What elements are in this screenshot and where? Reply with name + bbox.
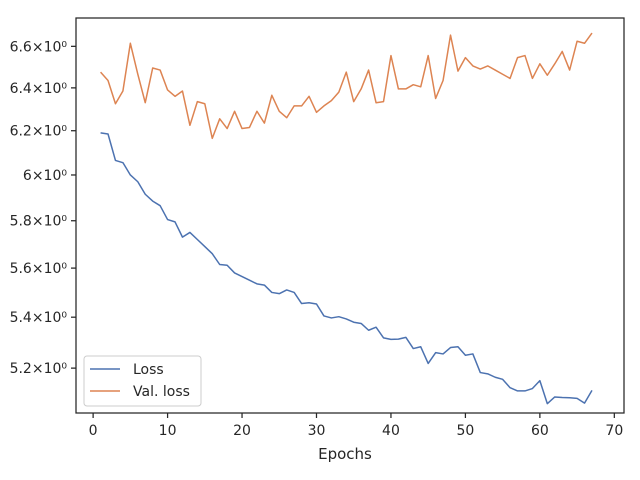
y-tick-label: 6×10⁰ <box>23 168 67 184</box>
x-tick-label: 70 <box>605 423 623 439</box>
y-axis: 5.2×10⁰ 5.4×10⁰ 5.6×10⁰ 5.8×10⁰ 6×10⁰ 6.2×10⁰… <box>10 39 76 377</box>
y-tick-label: 5.2×10⁰ <box>10 361 68 377</box>
x-axis-label: Epochs <box>318 445 372 463</box>
x-tick-label: 0 <box>89 423 98 439</box>
y-tick-label: 5.4×10⁰ <box>10 310 68 326</box>
series-line-loss <box>100 132 593 405</box>
x-tick-label: 40 <box>382 423 400 439</box>
series-line-val-loss <box>100 32 593 140</box>
x-tick-label: 50 <box>456 423 474 439</box>
legend: Loss Val. loss <box>83 355 202 407</box>
y-tick-label: 5.8×10⁰ <box>10 214 68 230</box>
legend-label-loss: Loss <box>133 362 164 378</box>
series-lines <box>100 32 593 405</box>
x-tick-label: 10 <box>159 423 177 439</box>
x-tick-label: 20 <box>233 423 251 439</box>
y-tick-label: 6.6×10⁰ <box>10 39 68 55</box>
y-tick-label: 6.4×10⁰ <box>10 81 68 97</box>
plot-area <box>75 17 625 414</box>
x-tick-label: 60 <box>531 423 549 439</box>
y-tick-label: 6.2×10⁰ <box>10 124 68 140</box>
legend-label-val-loss: Val. loss <box>133 384 190 400</box>
x-axis: 0 10 20 30 40 50 60 70 <box>89 413 623 439</box>
x-tick-label: 30 <box>308 423 326 439</box>
y-tick-label: 5.6×10⁰ <box>10 261 68 277</box>
